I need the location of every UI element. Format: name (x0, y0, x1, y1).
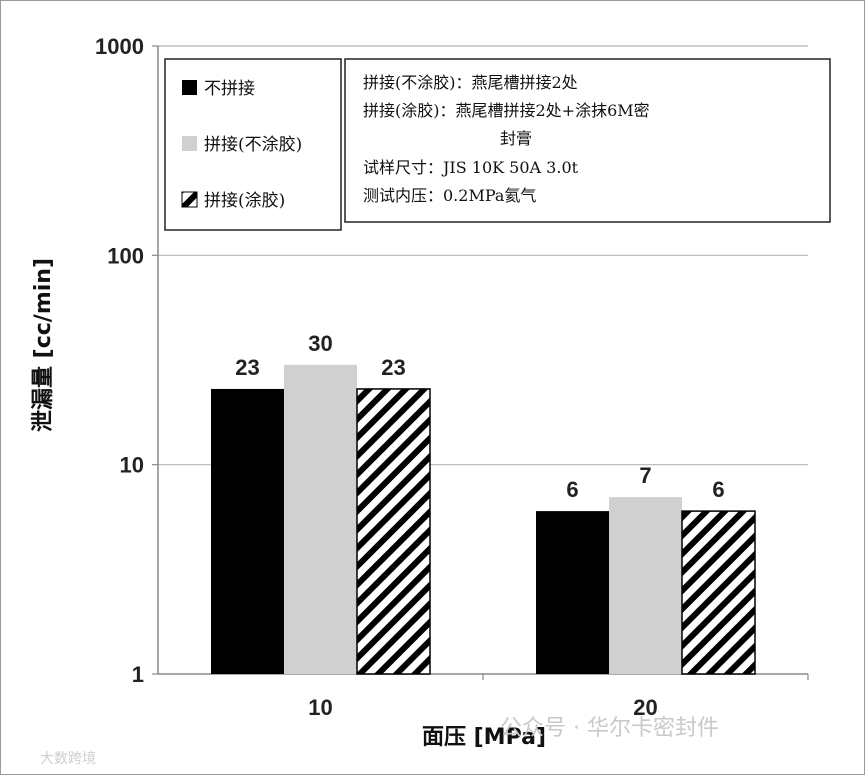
legend-label-3: 拼接(涂胶) (204, 191, 285, 211)
x-tick-label-10: 10 (308, 695, 332, 720)
x-axis-title: 面压 [MPa] (422, 725, 546, 750)
x-tick-label-20: 20 (633, 695, 657, 720)
data-label-1-20: 6 (566, 477, 578, 502)
note-line-5: 测试内压：0.2MPa氦气 (363, 186, 536, 205)
notes: 拼接(不涂胶)：燕尾槽拼接2处 拼接(涂胶)：燕尾槽拼接2处+涂抹6M密 封膏 … (344, 58, 831, 223)
bar-1-20 (536, 511, 609, 674)
note-line-2: 拼接(涂胶)：燕尾槽拼接2处+涂抹6M密 (363, 101, 650, 120)
notes-box (344, 58, 831, 223)
bar-1-10 (211, 388, 284, 674)
data-label-2-20: 7 (639, 463, 651, 488)
data-label-3-20: 6 (712, 477, 724, 502)
bar-3-10 (356, 388, 431, 675)
data-label-2-10: 30 (308, 331, 332, 356)
bar-3-20 (681, 510, 756, 675)
data-label-1-10: 23 (235, 355, 259, 380)
y-tick-label-2: 100 (107, 243, 144, 268)
bars (211, 364, 756, 675)
legend-swatch-solid (182, 80, 197, 95)
y-axis-title: 泄漏量 [cc/min] (30, 258, 56, 432)
legend-swatch-gray (182, 136, 197, 151)
note-line-4: 试样尺寸：JIS 10K 50A 3.0t (363, 158, 579, 177)
data-labels: 23 30 23 6 7 6 (235, 331, 724, 502)
legend-swatch-hatch (181, 191, 198, 208)
watermark-text: 公众号 · 华尔卡密封件 (500, 716, 719, 741)
legend: 不拼接 拼接(不涂胶) 拼接(涂胶) (164, 58, 342, 231)
bar-2-20 (609, 497, 682, 674)
y-tick-label-3: 1000 (95, 34, 144, 59)
y-tick-label-0: 1 (132, 662, 144, 687)
legend-label-2: 拼接(不涂胶) (204, 135, 302, 155)
y-tick-label-1: 10 (120, 453, 144, 478)
note-line-1: 拼接(不涂胶)：燕尾槽拼接2处 (363, 73, 578, 92)
legend-label-1: 不拼接 (204, 79, 255, 99)
watermark-corner: 大数跨境 (40, 751, 96, 767)
bar-2-10 (284, 364, 357, 674)
note-line-3: 封膏 (500, 129, 532, 148)
data-label-3-10: 23 (381, 355, 405, 380)
